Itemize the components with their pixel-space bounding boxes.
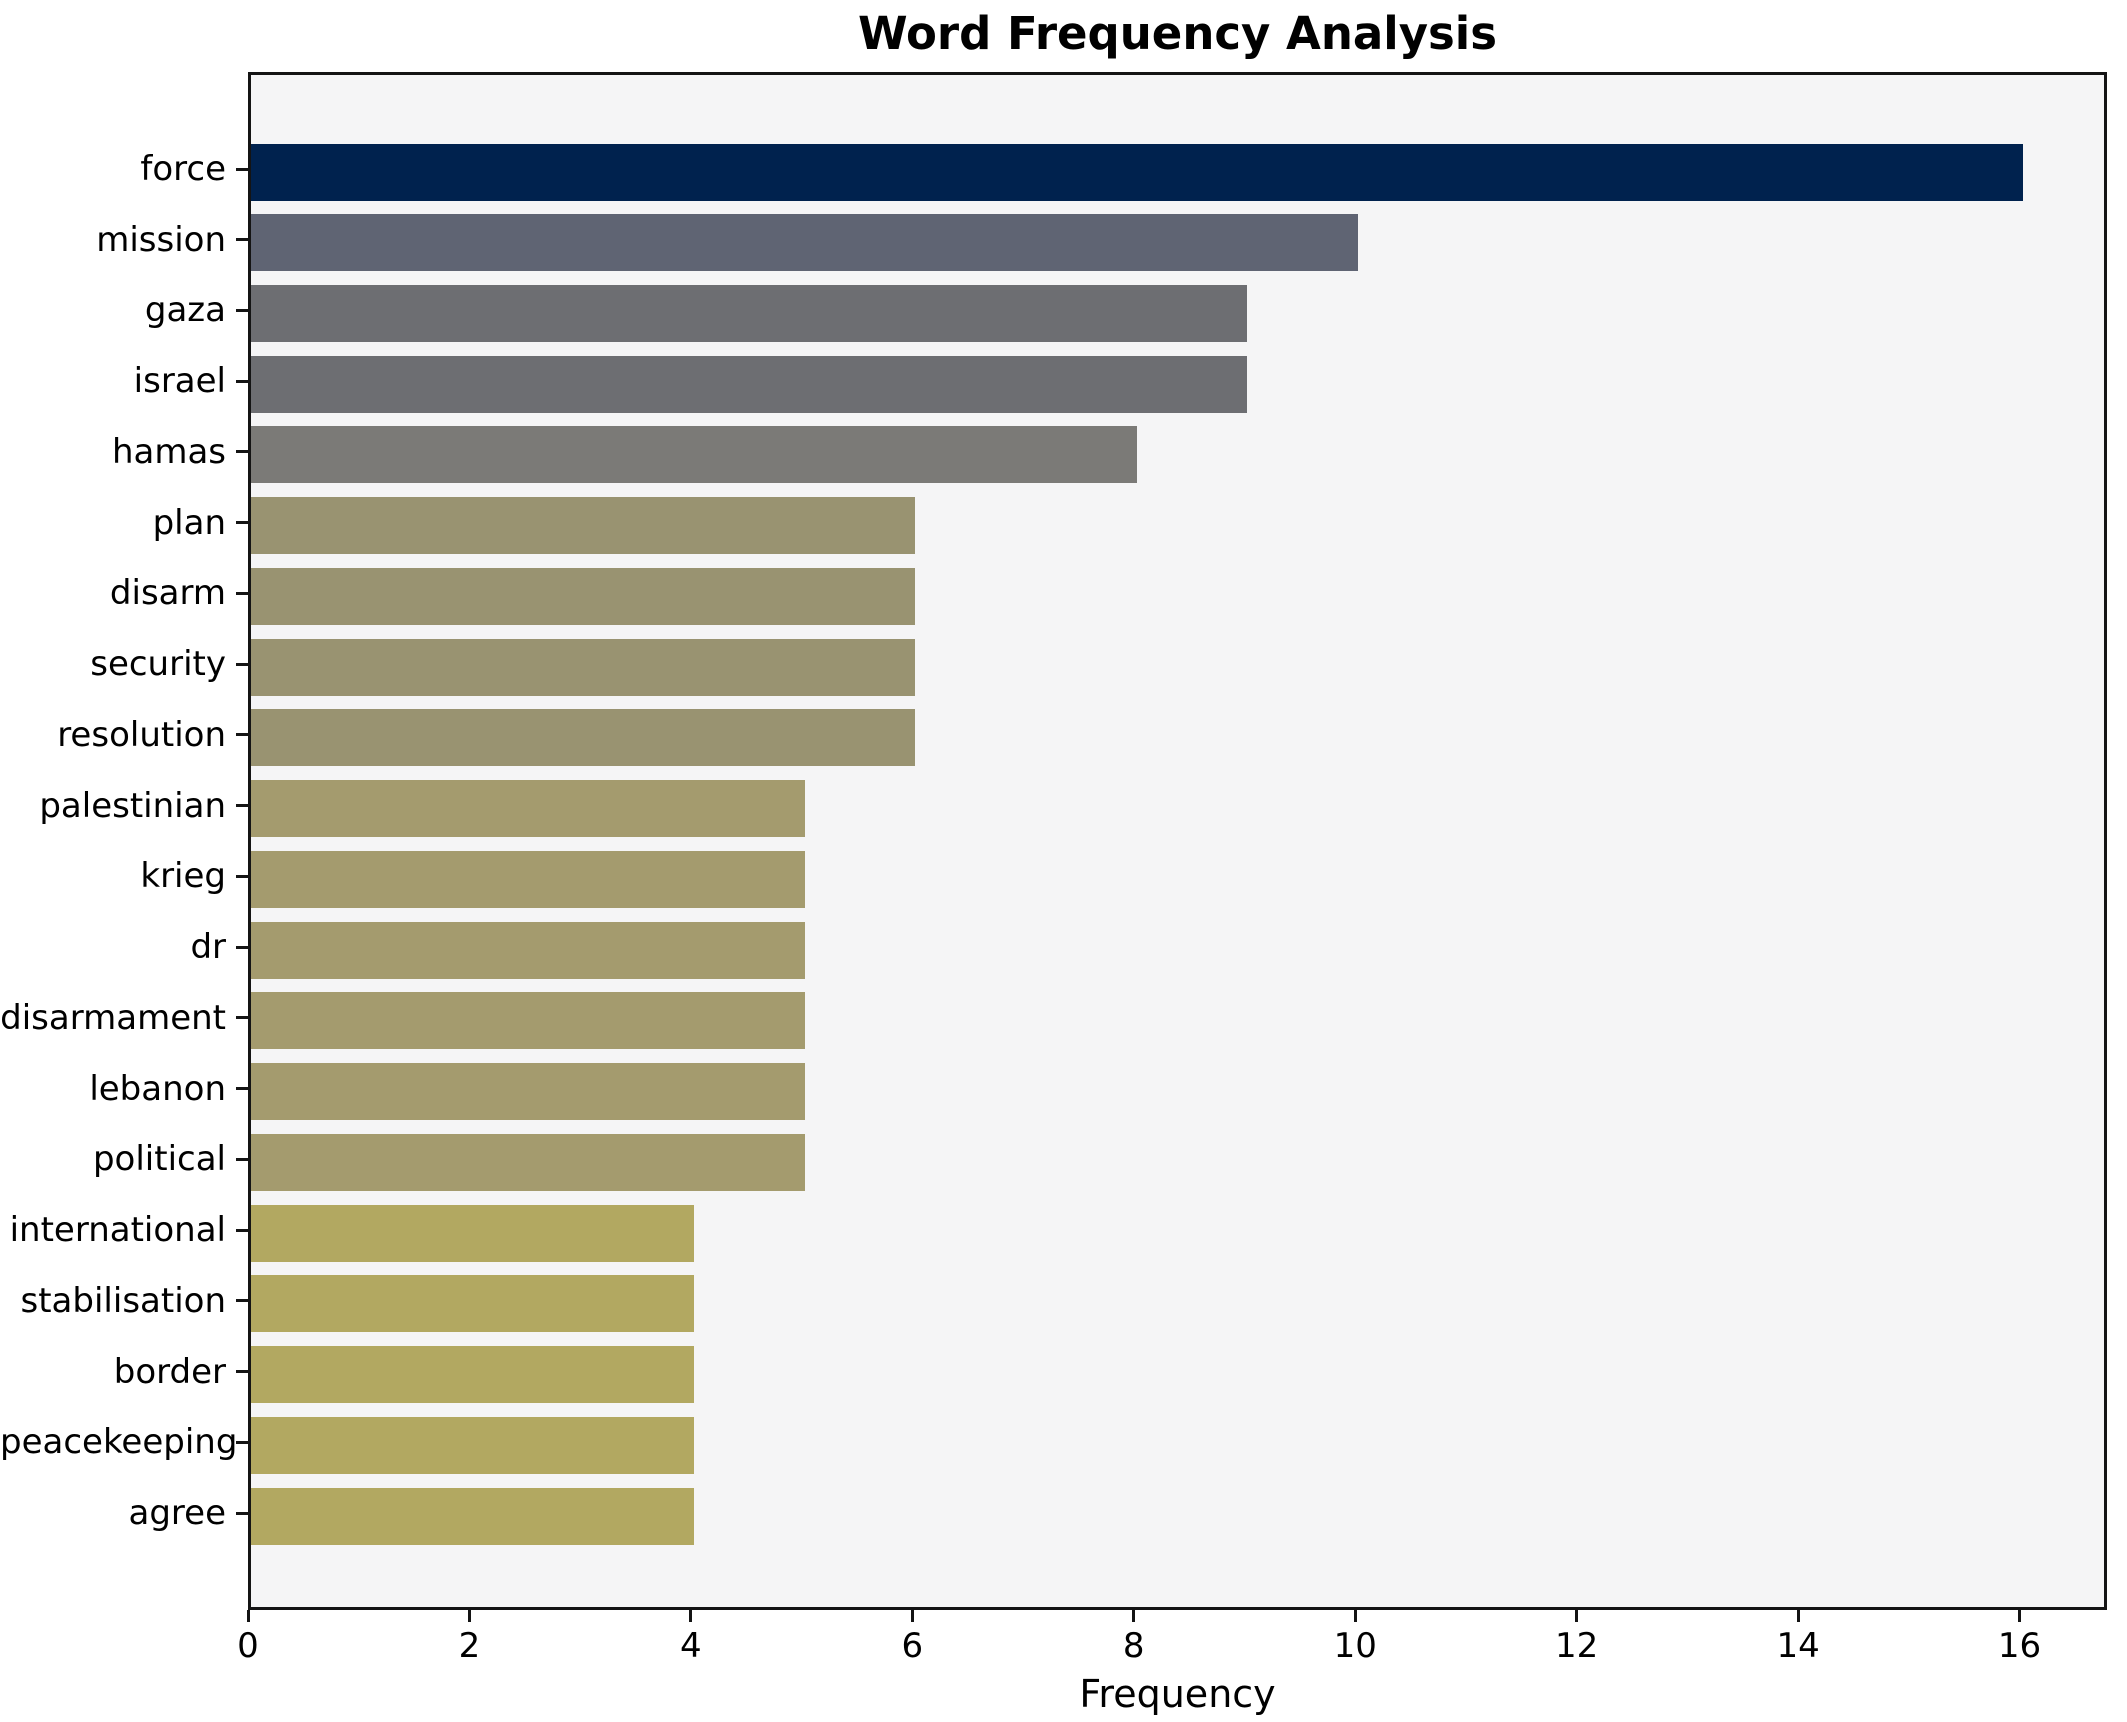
y-tick-label-hamas: hamas: [111, 431, 226, 472]
bar-security: [251, 638, 916, 696]
bar-force: [251, 143, 2023, 201]
x-tick-label-14: 14: [1776, 1626, 1820, 1666]
y-tick-mark-lebanon: [236, 1087, 248, 1091]
y-tick-mark-palestinian: [236, 804, 248, 808]
y-tick-mark-disarm: [236, 591, 248, 595]
bar-palestinian: [251, 780, 805, 838]
x-tick-mark-4: [689, 1610, 693, 1622]
y-tick-mark-political: [236, 1157, 248, 1161]
x-tick-mark-14: [1796, 1610, 1800, 1622]
bar-mission: [251, 214, 1359, 272]
y-tick-label-gaza: gaza: [144, 290, 226, 331]
bar-israel: [251, 355, 1248, 413]
y-tick-mark-force: [236, 167, 248, 171]
bar-plan: [251, 497, 916, 555]
x-tick-mark-10: [1353, 1610, 1357, 1622]
bar-border: [251, 1346, 694, 1404]
chart-title: Word Frequency Analysis: [857, 7, 1498, 60]
x-tick-mark-16: [2018, 1610, 2022, 1622]
bar-political: [251, 1133, 805, 1191]
bar-krieg: [251, 850, 805, 908]
y-tick-mark-dr: [236, 945, 248, 949]
y-tick-label-border: border: [113, 1351, 226, 1392]
y-tick-label-disarm: disarm: [109, 573, 226, 614]
x-tick-label-16: 16: [1997, 1626, 2042, 1666]
y-tick-mark-agree: [236, 1511, 248, 1515]
x-tick-mark-6: [910, 1610, 914, 1622]
x-tick-label-0: 0: [237, 1626, 259, 1666]
y-tick-label-plan: plan: [152, 502, 226, 543]
x-tick-label-4: 4: [680, 1626, 702, 1666]
x-tick-mark-8: [1132, 1610, 1136, 1622]
x-tick-mark-12: [1575, 1610, 1579, 1622]
bar-disarm: [251, 567, 916, 625]
x-tick-mark-0: [246, 1610, 250, 1622]
y-tick-label-disarmament: disarmament: [0, 997, 226, 1038]
y-tick-mark-disarmament: [236, 1016, 248, 1020]
y-tick-mark-border: [236, 1370, 248, 1374]
y-tick-mark-plan: [236, 521, 248, 525]
y-tick-label-stabilisation: stabilisation: [20, 1280, 226, 1321]
bar-resolution: [251, 709, 916, 767]
y-tick-label-international: international: [9, 1210, 226, 1251]
y-tick-label-mission: mission: [96, 219, 226, 260]
bar-hamas: [251, 426, 1137, 484]
bar-disarmament: [251, 992, 805, 1050]
y-tick-label-resolution: resolution: [57, 714, 226, 755]
bar-agree: [251, 1487, 694, 1545]
y-tick-label-lebanon: lebanon: [89, 1068, 226, 1109]
x-tick-label-10: 10: [1333, 1626, 1377, 1666]
bar-international: [251, 1204, 694, 1262]
y-tick-mark-gaza: [236, 308, 248, 312]
y-tick-label-palestinian: palestinian: [39, 785, 226, 826]
x-tick-label-6: 6: [901, 1626, 924, 1666]
x-tick-mark-2: [467, 1610, 471, 1622]
bar-dr: [251, 921, 805, 979]
bar-gaza: [251, 284, 1248, 342]
y-tick-label-political: political: [92, 1139, 226, 1180]
x-tick-label-2: 2: [458, 1626, 481, 1666]
x-tick-label-8: 8: [1122, 1626, 1145, 1666]
y-tick-mark-krieg: [236, 874, 248, 878]
y-tick-mark-israel: [236, 379, 248, 383]
bar-peacekeeping: [251, 1416, 694, 1474]
y-tick-label-agree: agree: [128, 1493, 226, 1534]
y-tick-label-dr: dr: [190, 927, 226, 968]
y-tick-label-krieg: krieg: [140, 856, 226, 897]
bar-lebanon: [251, 1063, 805, 1121]
x-tick-label-12: 12: [1555, 1626, 1599, 1666]
y-tick-label-security: security: [90, 644, 226, 685]
x-axis-label: Frequency: [1079, 1672, 1276, 1716]
y-tick-mark-international: [236, 1228, 248, 1232]
y-tick-mark-security: [236, 662, 248, 666]
y-tick-mark-hamas: [236, 450, 248, 454]
bar-stabilisation: [251, 1275, 694, 1333]
y-tick-label-israel: israel: [133, 361, 226, 402]
plot-area: [248, 72, 2107, 1610]
y-tick-mark-peacekeeping: [236, 1440, 248, 1444]
y-tick-mark-resolution: [236, 733, 248, 737]
y-tick-mark-mission: [236, 238, 248, 242]
y-tick-label-peacekeeping: peacekeeping: [0, 1422, 238, 1463]
y-tick-mark-stabilisation: [236, 1299, 248, 1303]
y-tick-label-force: force: [140, 149, 226, 189]
